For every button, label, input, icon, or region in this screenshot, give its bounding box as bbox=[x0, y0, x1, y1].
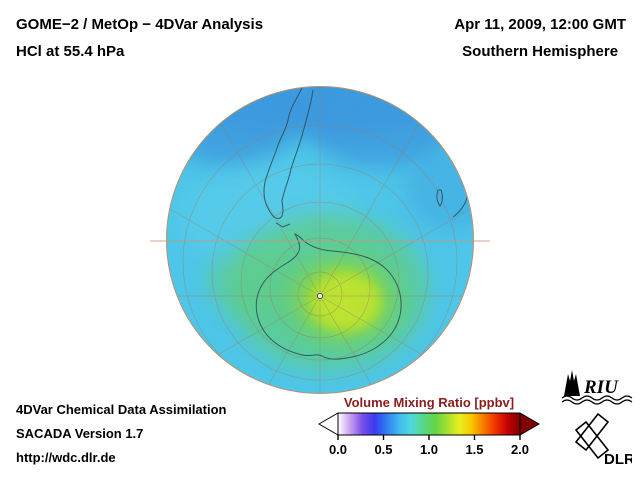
footer-url: http://wdc.dlr.de bbox=[16, 450, 116, 465]
colorbar-tick-label-1: 0.5 bbox=[374, 442, 392, 457]
madagascar-coastline bbox=[436, 189, 443, 207]
plot-datetime: Apr 11, 2009, 12:00 GMT bbox=[454, 16, 626, 33]
footer-version-label: SACADA Version 1.7 bbox=[16, 426, 144, 441]
dlr-logo: DLR bbox=[574, 412, 632, 468]
graticule bbox=[169, 87, 471, 393]
plot-subtitle: HCl at 55.4 hPa bbox=[16, 43, 125, 60]
header-right: Apr 11, 2009, 12:00 GMT Southern Hemisph… bbox=[454, 11, 626, 65]
plot-title: GOME−2 / MetOp − 4DVar Analysis bbox=[16, 16, 264, 33]
footer-left: 4DVar Chemical Data Assimilation SACADA … bbox=[16, 398, 227, 470]
footer-assimilation-label: 4DVar Chemical Data Assimilation bbox=[16, 402, 227, 417]
colorbar-title: Volume Mixing Ratio [ppbv] bbox=[343, 395, 515, 410]
plot-hemisphere: Southern Hemisphere bbox=[462, 43, 619, 60]
colorbar-ticks bbox=[337, 435, 521, 440]
colorbar-tick-label-0: 0.0 bbox=[329, 442, 347, 457]
colorbar: 0.0 0.5 1.0 1.5 2.0 bbox=[318, 412, 540, 457]
antarctica-coastline bbox=[255, 233, 402, 360]
south-pole-marker bbox=[316, 292, 323, 299]
riu-logo-text: RIU bbox=[583, 377, 619, 398]
header-left: GOME−2 / MetOp − 4DVar Analysis HCl at 5… bbox=[16, 11, 263, 65]
riu-wave-icon-2 bbox=[561, 399, 633, 405]
hemisphere-globe bbox=[150, 86, 490, 394]
colorbar-tick-label-3: 1.5 bbox=[465, 442, 483, 457]
colorbar-tick-label-2: 1.0 bbox=[420, 442, 438, 457]
dlr-logo-text: DLR bbox=[604, 451, 632, 468]
dlr-emblem-icon bbox=[574, 412, 610, 460]
riu-logo: RIU bbox=[561, 370, 633, 405]
south-america-coastline bbox=[263, 87, 314, 219]
colorbar-tick-label-4: 2.0 bbox=[511, 442, 529, 457]
riu-cathedral-icon bbox=[564, 370, 580, 396]
colorbar-bar bbox=[318, 412, 540, 436]
tierra-del-fuego-coastline bbox=[275, 222, 291, 228]
riu-wave-icon bbox=[561, 395, 633, 401]
